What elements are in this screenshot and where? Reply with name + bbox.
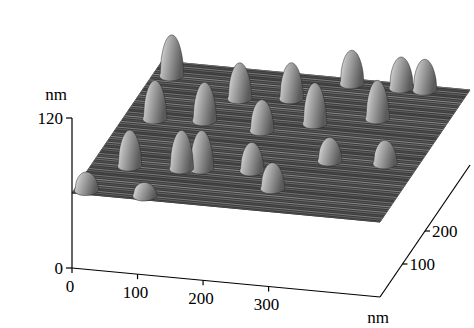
svg-text:nm: nm (45, 85, 67, 104)
svg-text:0: 0 (66, 277, 75, 296)
svg-text:100: 100 (410, 255, 436, 274)
svg-text:200: 200 (432, 222, 458, 241)
svg-text:nm: nm (367, 308, 389, 327)
svg-text:0: 0 (55, 259, 64, 278)
svg-text:100: 100 (123, 283, 149, 302)
svg-text:200: 200 (188, 289, 214, 308)
svg-text:120: 120 (38, 109, 64, 128)
svg-text:300: 300 (254, 295, 280, 314)
